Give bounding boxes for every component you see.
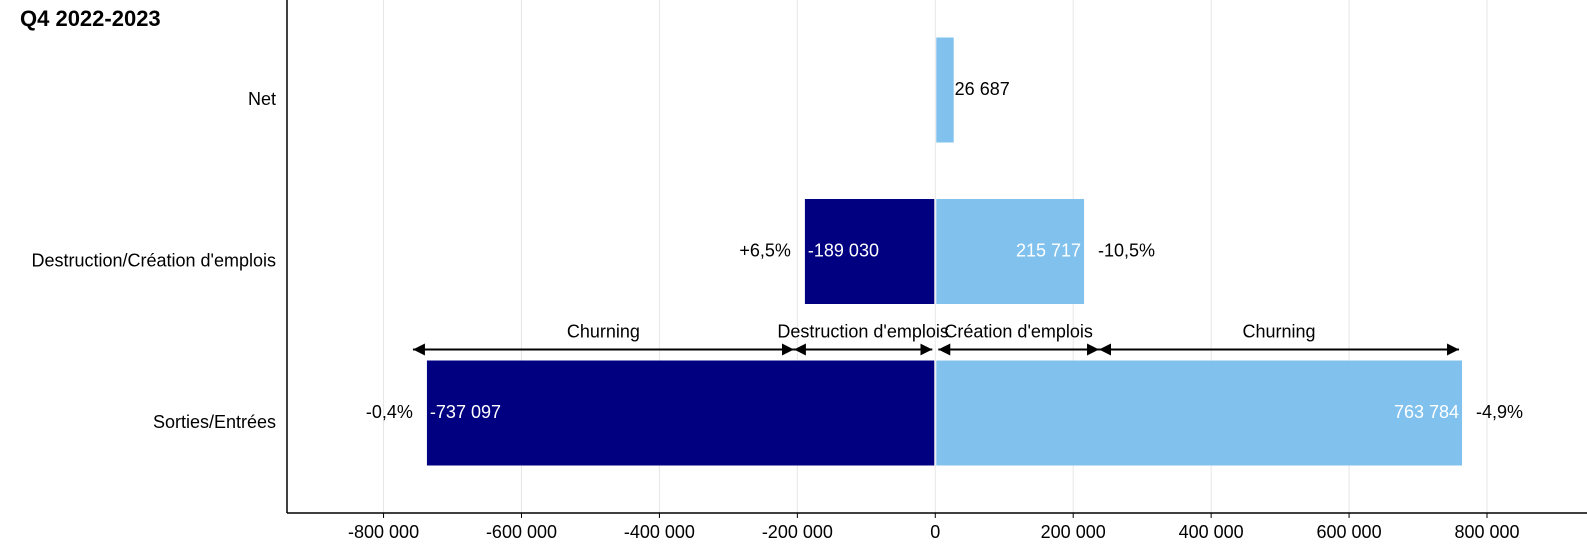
value-label: -737 097 [430, 402, 501, 422]
value-label: 26 687 [955, 79, 1010, 99]
change-label: -10,5% [1098, 240, 1155, 260]
span-label: Création d'emplois [944, 321, 1093, 341]
span-label: Churning [567, 321, 640, 341]
category-label: Destruction/Création d'emplois [31, 250, 276, 270]
change-label: +6,5% [739, 240, 791, 260]
category-label: Net [248, 89, 276, 109]
x-tick-label: -200 000 [762, 522, 833, 542]
span-label: Destruction d'emplois [777, 321, 949, 341]
marks [426, 37, 1463, 466]
change-label: -4,9% [1476, 402, 1523, 422]
change-label: -0,4% [366, 402, 413, 422]
x-tick-label: -600 000 [486, 522, 557, 542]
category-label: Sorties/Entrées [153, 412, 276, 432]
value-label: 215 717 [1016, 240, 1081, 260]
x-tick-label: 200 000 [1041, 522, 1106, 542]
bar [936, 199, 1085, 304]
value-label: 763 784 [1394, 402, 1459, 422]
x-tick-label: 800 000 [1454, 522, 1519, 542]
bar [936, 360, 1463, 466]
bar [804, 199, 935, 304]
chart-title: Q4 2022-2023 [20, 6, 161, 31]
bar [936, 37, 954, 143]
x-tick-label: 0 [930, 522, 940, 542]
x-tick-label: -400 000 [624, 522, 695, 542]
value-label: -189 030 [808, 240, 879, 260]
x-tick-label: 400 000 [1179, 522, 1244, 542]
span-label: Churning [1243, 321, 1316, 341]
bar [426, 360, 935, 466]
x-tick-label: 600 000 [1317, 522, 1382, 542]
x-tick-label: -800 000 [348, 522, 419, 542]
